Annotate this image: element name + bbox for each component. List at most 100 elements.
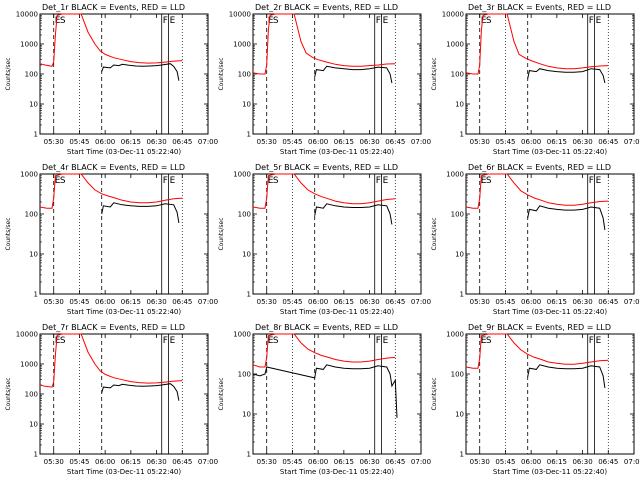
y-tick-label: 100	[451, 71, 464, 79]
plot-frame	[252, 333, 422, 455]
y-tick-label: 1	[247, 451, 251, 459]
x-tick-label: 06:30	[359, 458, 379, 466]
lld-series-line	[252, 13, 396, 75]
event-marker-label: F	[589, 336, 594, 346]
event-marker-label: S	[486, 16, 492, 26]
event-marker-label: E	[170, 176, 176, 186]
y-tick-label: 100	[238, 371, 251, 379]
x-tick-label: 06:45	[385, 138, 405, 146]
x-tick-label: 06:00	[308, 298, 328, 306]
panel-title: Det_5r BLACK = Events, RED = LLD	[255, 163, 398, 172]
events-series-line	[101, 63, 180, 81]
x-tick-label: 05:45	[69, 298, 89, 306]
x-tick-label: 05:30	[470, 138, 490, 146]
x-tick-label: 05:45	[495, 138, 515, 146]
event-marker-label: S	[273, 336, 279, 346]
panel-title: Det_9r BLACK = Events, RED = LLD	[468, 323, 611, 332]
y-axis-label: Counts/sec	[431, 377, 438, 410]
lld-series-line	[39, 173, 183, 209]
event-marker-label: S	[486, 176, 492, 186]
panel-title: Det_8r BLACK = Events, RED = LLD	[255, 323, 398, 332]
event-marker-label: S	[60, 176, 66, 186]
panel-title: Det_7r BLACK = Events, RED = LLD	[42, 323, 185, 332]
y-tick-label: 100	[25, 71, 38, 79]
plot-frame	[252, 173, 422, 295]
y-tick-label: 10	[29, 101, 38, 109]
x-tick-label: 06:30	[146, 458, 166, 466]
y-axis-label: Counts/sec	[5, 57, 12, 90]
plot-frame	[465, 13, 635, 135]
y-tick-label: 10	[455, 411, 464, 419]
y-tick-label: 1	[34, 131, 38, 139]
y-tick-label: 10000	[229, 11, 251, 19]
event-marker-label: F	[163, 336, 168, 346]
event-marker-label: E	[268, 16, 274, 26]
x-tick-label: 05:45	[495, 458, 515, 466]
y-tick-label: 10000	[16, 331, 38, 339]
x-tick-label: 07:00	[624, 458, 640, 466]
event-marker-label: S	[60, 16, 66, 26]
panel-det-8: Det_8r BLACK = Events, RED = LLD Counts/s…	[218, 323, 431, 476]
event-marker-label: E	[481, 336, 487, 346]
y-tick-label: 10	[29, 421, 38, 429]
x-axis-label: Start Time (03-Dec-11 05:22:40)	[67, 308, 181, 316]
lld-series-line	[39, 13, 183, 67]
event-marker-label: F	[589, 16, 594, 26]
panel-title: Det_6r BLACK = Events, RED = LLD	[468, 163, 611, 172]
x-tick-label: 06:00	[95, 138, 115, 146]
events-series-line	[527, 205, 606, 230]
lld-series-line	[252, 173, 396, 209]
lld-series-line	[465, 13, 609, 75]
event-marker-label: F	[589, 176, 594, 186]
event-marker-label: E	[268, 336, 274, 346]
x-tick-label: 07:00	[198, 138, 218, 146]
x-tick-label: 06:45	[385, 458, 405, 466]
x-tick-label: 06:30	[359, 298, 379, 306]
x-tick-label: 07:00	[198, 458, 218, 466]
y-tick-label: 1000	[20, 171, 38, 179]
x-tick-label: 05:30	[257, 138, 277, 146]
x-axis-label: Start Time (03-Dec-11 05:22:40)	[67, 148, 181, 156]
x-tick-label: 06:45	[172, 298, 192, 306]
lld-series-line	[465, 333, 609, 369]
lld-series-line	[465, 173, 609, 209]
x-tick-label: 05:45	[495, 298, 515, 306]
event-marker-label: E	[55, 16, 61, 26]
plot-frame	[465, 333, 635, 455]
x-tick-label: 06:45	[598, 138, 618, 146]
y-tick-label: 10	[242, 251, 251, 259]
plot-frame	[39, 173, 209, 295]
event-marker-label: S	[486, 336, 492, 346]
x-tick-label: 06:00	[308, 138, 328, 146]
events-series-line	[101, 202, 180, 223]
y-tick-label: 100	[25, 391, 38, 399]
x-tick-label: 07:00	[624, 138, 640, 146]
event-marker-label: F	[163, 176, 168, 186]
event-marker-label: E	[596, 176, 602, 186]
x-tick-label: 05:30	[44, 298, 64, 306]
y-tick-label: 1000	[20, 41, 38, 49]
y-tick-label: 1000	[446, 171, 464, 179]
x-tick-label: 06:15	[547, 138, 567, 146]
x-tick-label: 06:30	[146, 298, 166, 306]
event-marker-label: E	[481, 176, 487, 186]
event-marker-label: S	[60, 336, 66, 346]
x-tick-label: 06:00	[521, 138, 541, 146]
x-tick-label: 07:00	[411, 298, 431, 306]
event-marker-label: E	[170, 336, 176, 346]
panel-det-6: Det_6r BLACK = Events, RED = LLD Counts/s…	[431, 163, 640, 316]
y-tick-label: 1	[460, 291, 464, 299]
lld-series-line	[39, 333, 183, 388]
plot-frame	[39, 13, 209, 135]
x-axis-label: Start Time (03-Dec-11 05:22:40)	[493, 308, 607, 316]
event-marker-label: E	[596, 336, 602, 346]
x-tick-label: 06:15	[334, 138, 354, 146]
events-series-line	[314, 65, 393, 84]
x-tick-label: 06:45	[598, 458, 618, 466]
x-tick-label: 05:30	[470, 458, 490, 466]
y-axis-label: Counts/sec	[218, 57, 225, 90]
x-tick-label: 06:00	[95, 458, 115, 466]
x-tick-label: 07:00	[198, 298, 218, 306]
y-tick-label: 1	[460, 131, 464, 139]
